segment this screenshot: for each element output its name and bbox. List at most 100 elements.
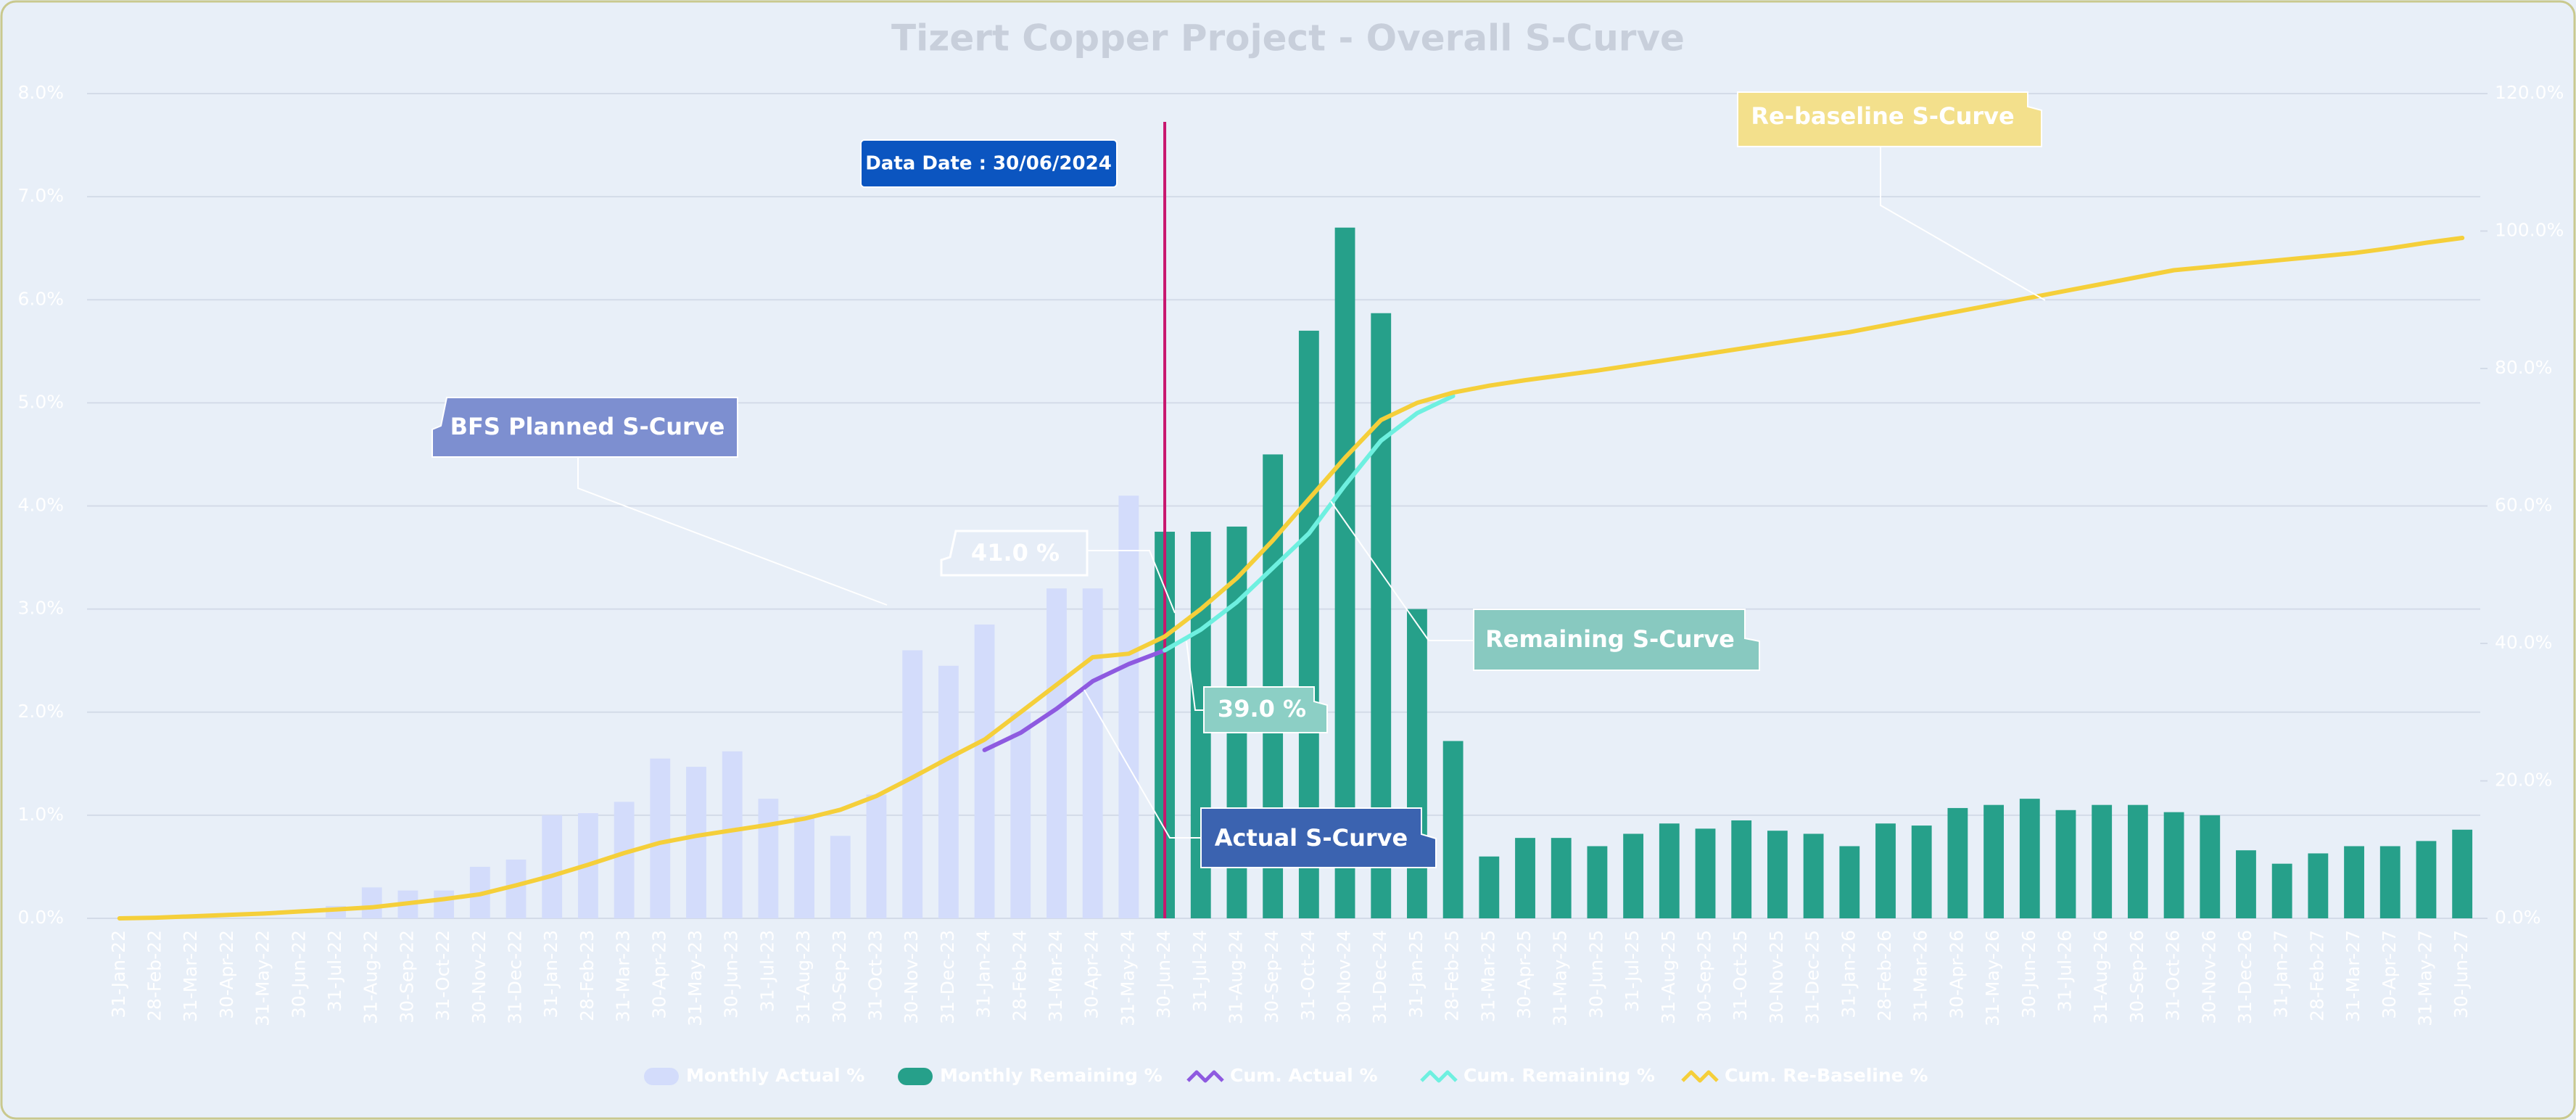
bar <box>361 887 382 918</box>
bar <box>2416 841 2437 918</box>
bar <box>614 802 635 918</box>
bar <box>2200 815 2221 918</box>
y2-tick-label: 120.0% <box>2495 82 2564 103</box>
callout-box <box>432 397 738 458</box>
y-tick-label: 4.0% <box>17 495 64 516</box>
callout-box <box>940 530 1089 577</box>
x-tick-label: 30-Jun-26 <box>2018 930 2039 1018</box>
bar <box>2452 829 2473 918</box>
x-tick-label: 28-Feb-23 <box>577 930 598 1021</box>
callout-box <box>1473 609 1760 671</box>
bar <box>1659 823 1680 918</box>
bar <box>2019 799 2040 918</box>
x-tick-label: 31-May-26 <box>1982 930 2003 1026</box>
bar <box>686 767 706 918</box>
x-tick-label: 31-Dec-26 <box>2234 930 2255 1024</box>
leader-line <box>1880 147 2046 301</box>
x-tick-label: 31-Jul-23 <box>756 930 777 1012</box>
x-tick-label: 30-Nov-22 <box>468 930 490 1024</box>
x-tick-label: 31-Dec-25 <box>1802 930 1823 1024</box>
callout-label: BFS Planned S-Curve <box>450 413 725 440</box>
data-date-label: Data Date : 30/06/2024 <box>865 153 1112 175</box>
callout-box <box>1203 686 1328 733</box>
bar <box>1551 838 1572 918</box>
x-tick-label: 30-Sep-24 <box>1261 930 1282 1024</box>
y-tick-label: 8.0% <box>17 82 64 103</box>
x-tick-label: 31-Mar-25 <box>1477 930 1498 1022</box>
x-tick-label: 30-Jun-23 <box>721 930 742 1018</box>
x-tick-label: 31-Dec-22 <box>505 930 526 1024</box>
x-tick-label: 31-Jul-26 <box>2054 930 2075 1012</box>
bar <box>758 799 779 918</box>
x-tick-label: 31-Jan-26 <box>1838 930 1859 1018</box>
x-tick-label: 30-Nov-24 <box>1334 930 1355 1024</box>
x-tick-label: 30-Jun-22 <box>288 930 309 1018</box>
callout-box <box>1200 807 1437 868</box>
bar <box>1046 588 1067 918</box>
legend-marker <box>1420 1070 1458 1083</box>
data-date-box <box>860 139 1118 188</box>
x-tick-label: 31-Aug-22 <box>360 930 381 1024</box>
x-tick-label: 31-Jan-22 <box>108 930 129 1018</box>
y-tick-label: 3.0% <box>17 598 64 619</box>
bar <box>1947 807 1968 918</box>
y2-tick-label: 40.0% <box>2495 632 2552 653</box>
bar <box>2127 804 2148 918</box>
bar <box>1118 495 1139 918</box>
line <box>117 236 2465 921</box>
x-tick-label: 31-Mar-27 <box>2342 930 2364 1022</box>
leader-line <box>1330 501 1474 641</box>
y2-tick-label: 60.0% <box>2495 495 2552 516</box>
bar <box>794 815 815 918</box>
bar <box>1803 833 1824 918</box>
bar <box>722 751 743 918</box>
x-tick-label: 31-Aug-23 <box>793 930 814 1024</box>
legend: Monthly Actual % Monthly Remaining % Cum. … <box>644 1065 1928 1086</box>
y2-tick-label: 0.0% <box>2495 907 2541 928</box>
x-tick-label: 28-Feb-26 <box>1874 930 1895 1021</box>
x-tick-label: 30-Sep-26 <box>2126 930 2147 1024</box>
legend-marker <box>644 1068 679 1085</box>
legend-marker <box>1681 1070 1719 1083</box>
bar <box>902 650 923 918</box>
x-tick-label: 31-Mar-23 <box>613 930 634 1022</box>
bar <box>650 758 671 918</box>
bar <box>542 815 563 918</box>
bar <box>2092 804 2113 918</box>
x-tick-label: 31-Aug-25 <box>1658 930 1679 1024</box>
bar <box>830 836 851 918</box>
y-tick-label: 1.0% <box>17 804 64 825</box>
x-tick-label: 30-Sep-25 <box>1694 930 1715 1024</box>
bar <box>1731 820 1752 918</box>
callout-label: 41.0 % <box>971 539 1060 567</box>
y-tick-label: 0.0% <box>17 907 64 928</box>
x-tick-label: 30-Jun-24 <box>1153 930 1174 1018</box>
leader-line <box>1186 641 1204 711</box>
x-tick-label: 31-Jan-24 <box>973 930 994 1018</box>
annotations: Data Date : 30/06/2024 Re-baseline S-Cur… <box>432 91 2046 868</box>
callout-box <box>1737 91 2042 147</box>
legend-label: Cum. Actual % <box>1230 1065 1378 1086</box>
leader-line <box>1087 550 1176 614</box>
y-tick-label: 2.0% <box>17 701 64 722</box>
x-tick-label: 31-May-22 <box>252 930 273 1026</box>
y2-tick-label: 100.0% <box>2495 220 2564 241</box>
x-tick-label: 30-Apr-23 <box>648 930 669 1019</box>
chart-title: Tizert Copper Project - Overall S-Curve <box>891 17 1685 59</box>
x-tick-label: 31-Jan-27 <box>2271 930 2292 1018</box>
x-tick-label: 31-Oct-25 <box>1730 930 1751 1021</box>
x-tick-label: 30-Apr-26 <box>1946 930 1967 1019</box>
x-tick-label: 31-May-24 <box>1117 930 1138 1026</box>
plot: 0.0% 1.0% 2.0% 3.0% 4.0% 5.0% 6.0% 7.0% 8.0% 0.0%… <box>17 82 2564 1026</box>
bar <box>1587 846 1608 918</box>
y2-tick-label: 20.0% <box>2495 770 2552 791</box>
x-tick-label: 31-Oct-26 <box>2163 930 2184 1021</box>
line <box>1163 393 1456 653</box>
x-tick-label: 31-May-23 <box>685 930 706 1026</box>
legend-label: Cum. Remaining % <box>1464 1065 1655 1086</box>
bar <box>2055 810 2076 918</box>
legend-label: Monthly Remaining % <box>940 1065 1163 1086</box>
x-tick-label: 30-Apr-22 <box>216 930 237 1019</box>
